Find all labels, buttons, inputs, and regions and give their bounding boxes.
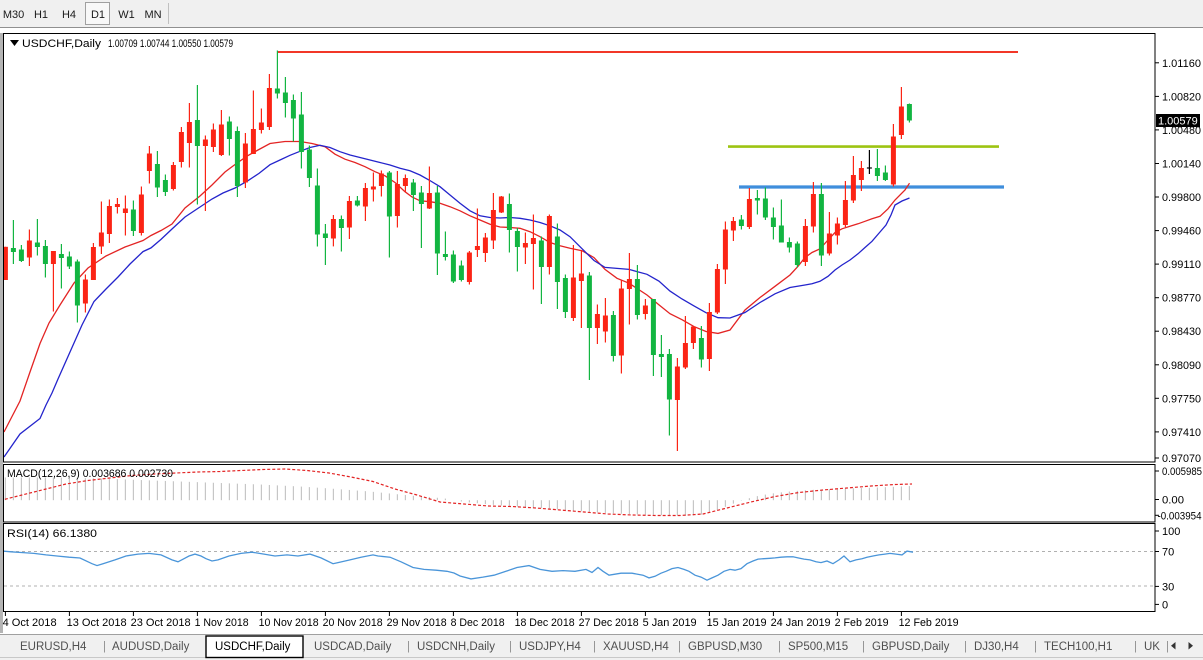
svg-text:D1: D1	[91, 9, 105, 21]
svg-text:29 Nov 2018: 29 Nov 2018	[387, 617, 447, 629]
svg-text:DJ30,H4: DJ30,H4	[974, 641, 1019, 653]
svg-text:|: |	[593, 641, 596, 653]
svg-text:M30: M30	[3, 9, 24, 21]
svg-text:0.005985: 0.005985	[1162, 466, 1202, 478]
svg-text:H4: H4	[62, 9, 76, 21]
svg-text:1.01160: 1.01160	[1162, 58, 1201, 70]
svg-text:SP500,M15: SP500,M15	[788, 641, 848, 653]
svg-text:1.00140: 1.00140	[1162, 159, 1201, 171]
svg-text:UK: UK	[1144, 641, 1160, 653]
svg-text:USDCNH,Daily: USDCNH,Daily	[417, 641, 495, 653]
svg-text:5 Jan 2019: 5 Jan 2019	[643, 617, 697, 629]
svg-text:10 Nov 2018: 10 Nov 2018	[259, 617, 319, 629]
svg-text:|: |	[778, 641, 781, 653]
svg-text:2 Feb 2019: 2 Feb 2019	[835, 617, 889, 629]
svg-text:TECH100,H1: TECH100,H1	[1044, 641, 1112, 653]
svg-text:MACD(12,26,9) 0.003686 0.00273: MACD(12,26,9) 0.003686 0.002730	[7, 468, 173, 480]
svg-text:1 Nov 2018: 1 Nov 2018	[195, 617, 249, 629]
svg-text:15 Jan 2019: 15 Jan 2019	[707, 617, 767, 629]
svg-text:0.98770: 0.98770	[1162, 293, 1201, 305]
svg-text:0.99110: 0.99110	[1162, 259, 1201, 271]
svg-text:|: |	[1034, 641, 1037, 653]
svg-text:24 Jan 2019: 24 Jan 2019	[771, 617, 831, 629]
svg-text:18 Dec 2018: 18 Dec 2018	[515, 617, 575, 629]
svg-text:USDCHF,Daily: USDCHF,Daily	[22, 38, 102, 50]
svg-text:|: |	[1166, 641, 1169, 653]
svg-text:0.98090: 0.98090	[1162, 360, 1201, 372]
svg-text:70: 70	[1162, 547, 1174, 559]
svg-text:13 Oct 2018: 13 Oct 2018	[67, 617, 127, 629]
svg-text:|: |	[103, 641, 106, 653]
svg-text:0.99800: 0.99800	[1162, 192, 1201, 204]
svg-text:USDJPY,H4: USDJPY,H4	[519, 641, 581, 653]
svg-text:0.98430: 0.98430	[1162, 326, 1201, 338]
svg-text:1.00820: 1.00820	[1162, 91, 1201, 103]
svg-text:EURUSD,H4: EURUSD,H4	[20, 641, 87, 653]
svg-text:0.97750: 0.97750	[1162, 393, 1201, 405]
svg-text:|: |	[1134, 641, 1137, 653]
svg-text:1.00709 1.00744 1.00550 1.0057: 1.00709 1.00744 1.00550 1.00579	[108, 38, 233, 50]
svg-text:12 Feb 2019: 12 Feb 2019	[899, 617, 959, 629]
svg-text:|: |	[509, 641, 512, 653]
svg-text:8 Dec 2018: 8 Dec 2018	[451, 617, 505, 629]
svg-text:0.97410: 0.97410	[1162, 427, 1201, 439]
svg-text:AUDUSD,Daily: AUDUSD,Daily	[112, 641, 190, 653]
svg-text:USDCHF,Daily: USDCHF,Daily	[215, 641, 291, 653]
svg-text:4 Oct 2018: 4 Oct 2018	[3, 617, 57, 629]
svg-text:-0.003954: -0.003954	[1158, 510, 1202, 522]
svg-text:0.00: 0.00	[1162, 495, 1184, 507]
svg-text:H1: H1	[34, 9, 48, 21]
svg-text:0: 0	[1162, 599, 1168, 611]
svg-text:1.00579: 1.00579	[1158, 116, 1198, 128]
svg-text:0.99460: 0.99460	[1162, 226, 1201, 238]
svg-text:0.97070: 0.97070	[1162, 453, 1201, 465]
svg-text:1.00480: 1.00480	[1162, 125, 1201, 137]
svg-text:|: |	[678, 641, 681, 653]
svg-text:27 Dec 2018: 27 Dec 2018	[579, 617, 639, 629]
svg-text:100: 100	[1162, 526, 1180, 538]
svg-text:23 Oct 2018: 23 Oct 2018	[131, 617, 191, 629]
svg-text:|: |	[862, 641, 865, 653]
svg-text:|: |	[964, 641, 967, 653]
svg-text:XAUUSD,H4: XAUUSD,H4	[603, 641, 669, 653]
svg-text:RSI(14) 66.1380: RSI(14) 66.1380	[7, 528, 97, 540]
svg-text:USDCAD,Daily: USDCAD,Daily	[314, 641, 392, 653]
svg-text:|: |	[407, 641, 410, 653]
svg-text:W1: W1	[118, 9, 135, 21]
svg-text:MN: MN	[144, 9, 161, 21]
svg-text:20 Nov 2018: 20 Nov 2018	[323, 617, 383, 629]
svg-text:GBPUSD,M30: GBPUSD,M30	[688, 641, 762, 653]
svg-text:30: 30	[1162, 581, 1174, 593]
svg-text:GBPUSD,Daily: GBPUSD,Daily	[872, 641, 950, 653]
